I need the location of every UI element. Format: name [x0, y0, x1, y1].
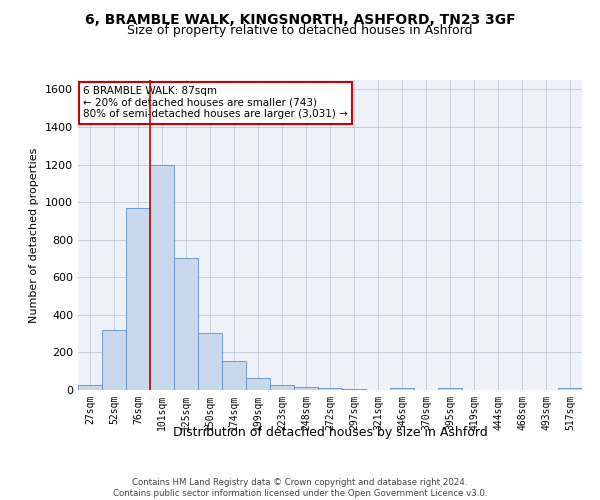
Bar — [102, 330, 126, 390]
Text: 6, BRAMBLE WALK, KINGSNORTH, ASHFORD, TN23 3GF: 6, BRAMBLE WALK, KINGSNORTH, ASHFORD, TN… — [85, 12, 515, 26]
Bar — [318, 388, 342, 390]
Bar — [126, 208, 150, 390]
Bar — [246, 378, 270, 390]
Text: Distribution of detached houses by size in Ashford: Distribution of detached houses by size … — [173, 426, 487, 439]
Bar — [270, 386, 294, 390]
Bar — [390, 388, 414, 390]
Text: Contains HM Land Registry data © Crown copyright and database right 2024.
Contai: Contains HM Land Registry data © Crown c… — [113, 478, 487, 498]
Bar — [150, 164, 174, 390]
Y-axis label: Number of detached properties: Number of detached properties — [29, 148, 40, 322]
Bar — [438, 388, 462, 390]
Bar — [222, 361, 246, 390]
Text: 6 BRAMBLE WALK: 87sqm
← 20% of detached houses are smaller (743)
80% of semi-det: 6 BRAMBLE WALK: 87sqm ← 20% of detached … — [83, 86, 348, 120]
Bar — [78, 386, 102, 390]
Text: Size of property relative to detached houses in Ashford: Size of property relative to detached ho… — [127, 24, 473, 37]
Bar — [294, 387, 318, 390]
Bar — [198, 332, 222, 390]
Bar — [558, 388, 582, 390]
Bar — [174, 258, 198, 390]
Bar — [342, 389, 366, 390]
